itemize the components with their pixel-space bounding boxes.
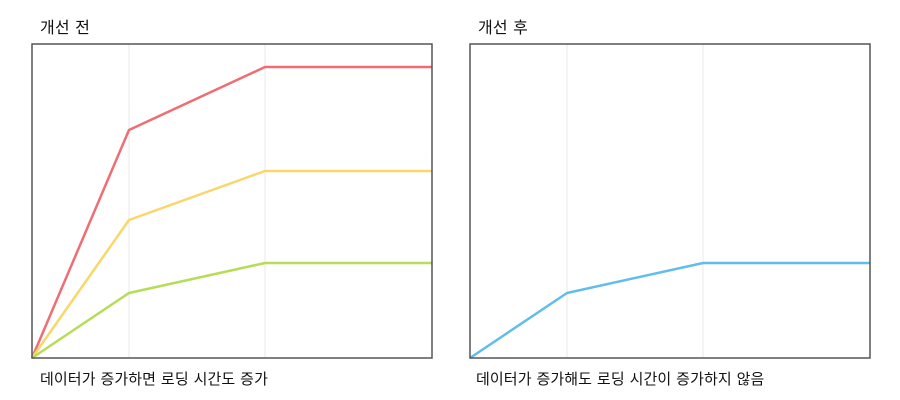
before-chart-title: 개선 전 — [40, 18, 91, 37]
before-grid — [128, 44, 266, 358]
before-plot-area — [32, 44, 432, 358]
series-line-blue — [469, 261, 870, 360]
after-chart-title: 개선 후 — [478, 18, 529, 37]
series-line-red — [30, 65, 432, 359]
series-line-yellow — [30, 169, 432, 359]
after-chart — [469, 43, 871, 360]
after-grid — [566, 44, 704, 358]
before-plot-frame — [31, 43, 433, 359]
after-series-lines — [469, 261, 870, 360]
after-plot-area — [470, 44, 870, 358]
before-chart — [30, 43, 433, 360]
series-line-green — [31, 261, 432, 360]
after-plot-frame — [469, 43, 871, 359]
before-chart-caption: 데이터가 증가하면 로딩 시간도 증가 — [40, 370, 268, 388]
before-series-lines — [30, 65, 432, 360]
after-chart-caption: 데이터가 증가해도 로딩 시간이 증가하지 않음 — [476, 370, 765, 388]
